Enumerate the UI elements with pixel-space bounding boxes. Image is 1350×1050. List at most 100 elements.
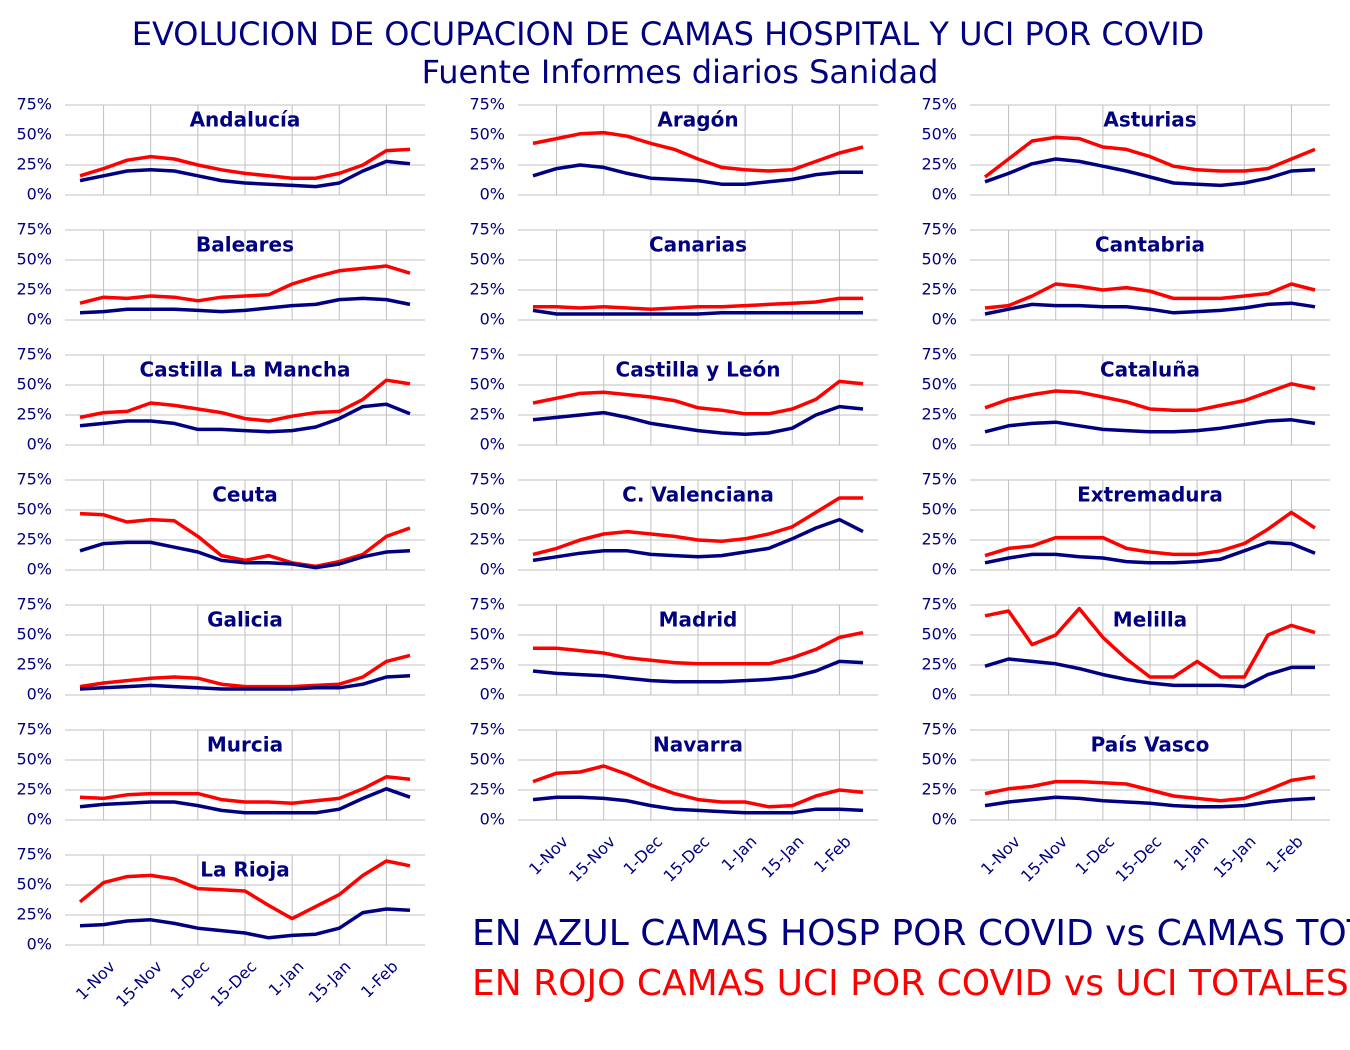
series-line — [532, 163, 863, 186]
y-tick-label: 75% — [921, 720, 957, 739]
y-tick-label: 50% — [469, 625, 505, 644]
y-tick-label: 50% — [921, 500, 957, 519]
chart-subtitle: Fuente Informes diarios Sanidad — [422, 53, 939, 91]
panel-title: País Vasco — [1091, 733, 1210, 757]
legend-note: EN ROJO CAMAS UCI POR COVID vs UCI TOTAL… — [472, 963, 1349, 1004]
series-line — [79, 787, 411, 815]
y-tick-label: 25% — [16, 655, 52, 674]
y-tick-label: 75% — [469, 345, 505, 364]
panel-title: Castilla La Mancha — [139, 358, 350, 382]
series-line — [79, 402, 411, 434]
y-tick-label: 75% — [921, 95, 957, 114]
y-tick-label: 25% — [16, 280, 52, 299]
y-tick-label: 25% — [469, 655, 505, 674]
panel-title: C. Valenciana — [622, 483, 774, 507]
panel-title: Asturias — [1103, 108, 1196, 132]
y-tick-label: 50% — [469, 750, 505, 769]
panel-title: Extremadura — [1077, 483, 1223, 507]
y-tick-label: 0% — [27, 685, 52, 704]
series-line — [532, 308, 863, 316]
y-tick-label: 75% — [16, 95, 52, 114]
y-tick-label: 25% — [921, 780, 957, 799]
series-line — [984, 157, 1316, 188]
y-tick-label: 50% — [16, 250, 52, 269]
y-tick-label: 50% — [921, 375, 957, 394]
series-line — [984, 606, 1316, 679]
y-tick-label: 75% — [469, 470, 505, 489]
panel-title: Galicia — [207, 608, 283, 632]
y-tick-label: 75% — [16, 595, 52, 614]
y-tick-label: 50% — [469, 250, 505, 269]
series-line — [79, 775, 411, 805]
y-tick-label: 75% — [469, 220, 505, 239]
y-tick-label: 75% — [16, 220, 52, 239]
y-tick-label: 0% — [27, 560, 52, 579]
series-line — [533, 630, 864, 666]
series-line — [984, 418, 1316, 434]
panel-title: Canarias — [649, 233, 747, 257]
y-tick-label: 0% — [27, 185, 52, 204]
series-line — [984, 282, 1316, 310]
panel-title: Baleares — [196, 233, 294, 257]
series-line — [984, 301, 1316, 316]
y-tick-label: 25% — [921, 155, 957, 174]
panel-title: Cantabria — [1095, 233, 1205, 257]
panel-title: Navarra — [653, 733, 743, 757]
y-tick-label: 50% — [921, 750, 957, 769]
series-line — [983, 135, 1316, 179]
series-line — [79, 653, 411, 689]
y-tick-label: 75% — [469, 95, 505, 114]
y-tick-label: 0% — [932, 810, 957, 829]
y-tick-label: 50% — [469, 125, 505, 144]
series-line — [532, 404, 864, 436]
y-tick-label: 50% — [469, 375, 505, 394]
y-tick-label: 0% — [480, 185, 505, 204]
y-tick-label: 0% — [480, 685, 505, 704]
panel-title: Melilla — [1113, 608, 1187, 632]
series-line — [532, 496, 863, 557]
y-tick-label: 50% — [469, 500, 505, 519]
y-tick-label: 0% — [932, 185, 957, 204]
y-tick-label: 25% — [921, 655, 957, 674]
y-tick-label: 0% — [27, 310, 52, 329]
y-tick-label: 25% — [469, 280, 505, 299]
series-line — [984, 657, 1315, 689]
y-tick-label: 25% — [469, 780, 505, 799]
panel-title: Andalucía — [190, 108, 301, 132]
y-tick-label: 0% — [932, 435, 957, 454]
y-tick-label: 75% — [469, 720, 505, 739]
y-tick-label: 75% — [921, 595, 957, 614]
y-tick-label: 25% — [469, 155, 505, 174]
panel-title: Castilla y León — [616, 358, 781, 382]
y-tick-label: 75% — [16, 720, 52, 739]
y-tick-label: 0% — [480, 810, 505, 829]
y-tick-label: 50% — [16, 375, 52, 394]
series-line — [79, 264, 411, 305]
series-line — [79, 907, 411, 940]
y-tick-label: 0% — [932, 560, 957, 579]
series-line — [79, 540, 411, 570]
y-tick-label: 25% — [16, 405, 52, 424]
series-line — [79, 378, 411, 423]
series-line — [78, 859, 411, 921]
y-tick-label: 75% — [16, 345, 52, 364]
y-tick-label: 25% — [921, 405, 957, 424]
legend-note: EN AZUL CAMAS HOSP POR COVID vs CAMAS TO… — [472, 913, 1350, 954]
y-tick-label: 50% — [921, 250, 957, 269]
panel-title: Ceuta — [212, 483, 278, 507]
y-tick-label: 0% — [480, 435, 505, 454]
panel-title: Madrid — [659, 608, 738, 632]
series-line — [532, 795, 864, 815]
series-line — [984, 510, 1316, 558]
y-tick-label: 0% — [27, 435, 52, 454]
y-tick-label: 25% — [16, 905, 52, 924]
series-line — [533, 296, 863, 311]
y-tick-label: 50% — [16, 500, 52, 519]
panel-title: Murcia — [207, 733, 283, 757]
panel-title: La Rioja — [200, 858, 290, 882]
y-tick-label: 25% — [469, 405, 505, 424]
y-tick-label: 0% — [27, 810, 52, 829]
series-line — [79, 511, 411, 569]
y-tick-label: 75% — [921, 220, 957, 239]
